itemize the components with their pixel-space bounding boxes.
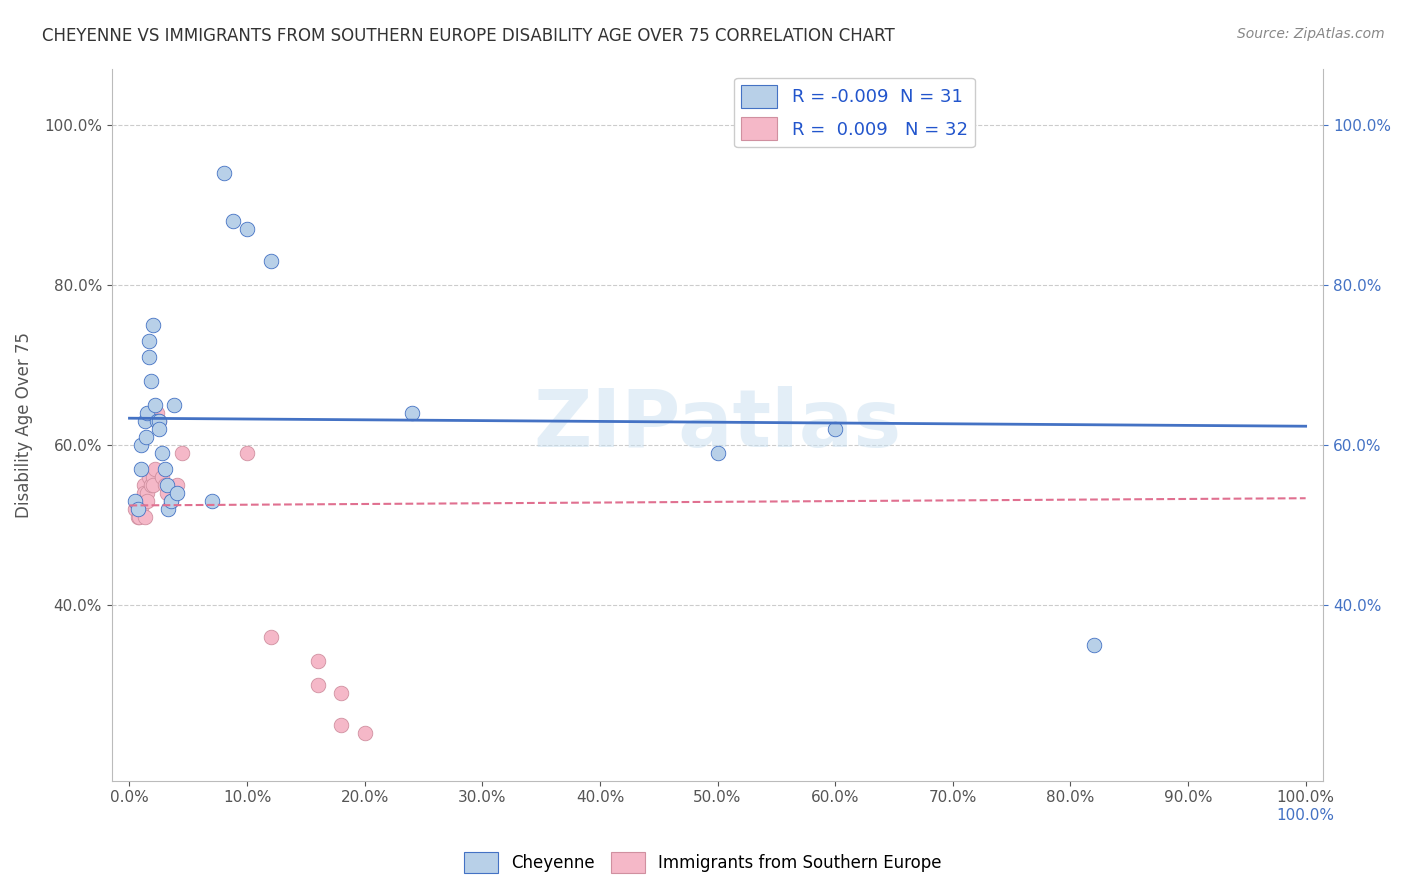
Point [166,485,188,500]
Point [172,445,194,459]
Point [127,501,149,516]
Point [201,493,224,508]
Point [148,414,170,428]
Point [129,437,152,451]
Point [135,429,157,443]
Point [148,414,170,428]
Point [136,485,159,500]
Point [159,493,181,508]
Point [138,334,160,348]
Point [129,501,152,516]
Point [156,477,179,491]
Point [134,509,156,524]
Point [124,493,146,508]
Point [134,493,156,508]
Point [152,469,174,483]
Text: 100.0%: 100.0% [1277,808,1334,823]
Point [148,422,170,436]
Y-axis label: Disability Age Over 75: Disability Age Over 75 [15,332,32,517]
Point [353,725,375,739]
Point [138,469,160,483]
Point [139,477,162,491]
Point [139,374,162,388]
Point [129,461,152,475]
Point [706,445,728,459]
Point [824,422,846,436]
Point [136,406,159,420]
Point [153,477,176,491]
Point [330,686,353,700]
Point [142,318,165,332]
Point [157,501,180,516]
Point [163,398,186,412]
Point [152,445,174,459]
Point [143,461,166,475]
Point [142,477,165,491]
Point [145,414,167,428]
Point [143,398,166,412]
Point [259,630,281,644]
Point [1083,638,1105,652]
Point [159,493,181,508]
Text: ZIPatlas: ZIPatlas [533,385,901,464]
Point [127,509,149,524]
Point [145,414,167,428]
Point [307,678,329,692]
Point [236,221,259,235]
Point [222,213,245,227]
Text: Source: ZipAtlas.com: Source: ZipAtlas.com [1237,27,1385,41]
Point [401,406,423,420]
Point [136,493,159,508]
Text: CHEYENNE VS IMMIGRANTS FROM SOUTHERN EUROPE DISABILITY AGE OVER 75 CORRELATION C: CHEYENNE VS IMMIGRANTS FROM SOUTHERN EUR… [42,27,896,45]
Point [156,485,179,500]
Legend: R = -0.009  N = 31, R =  0.009   N = 32: R = -0.009 N = 31, R = 0.009 N = 32 [734,78,974,147]
Point [138,350,160,364]
Point [134,414,156,428]
Point [236,445,259,459]
Point [166,477,188,491]
Point [132,477,155,491]
Point [259,253,281,268]
Point [129,493,152,508]
Legend: Cheyenne, Immigrants from Southern Europe: Cheyenne, Immigrants from Southern Europ… [458,846,948,880]
Point [142,469,165,483]
Point [330,717,353,731]
Point [145,406,167,420]
Point [124,501,146,516]
Point [132,485,155,500]
Point [153,461,176,475]
Point [128,509,150,524]
Point [212,165,235,179]
Point [307,654,329,668]
